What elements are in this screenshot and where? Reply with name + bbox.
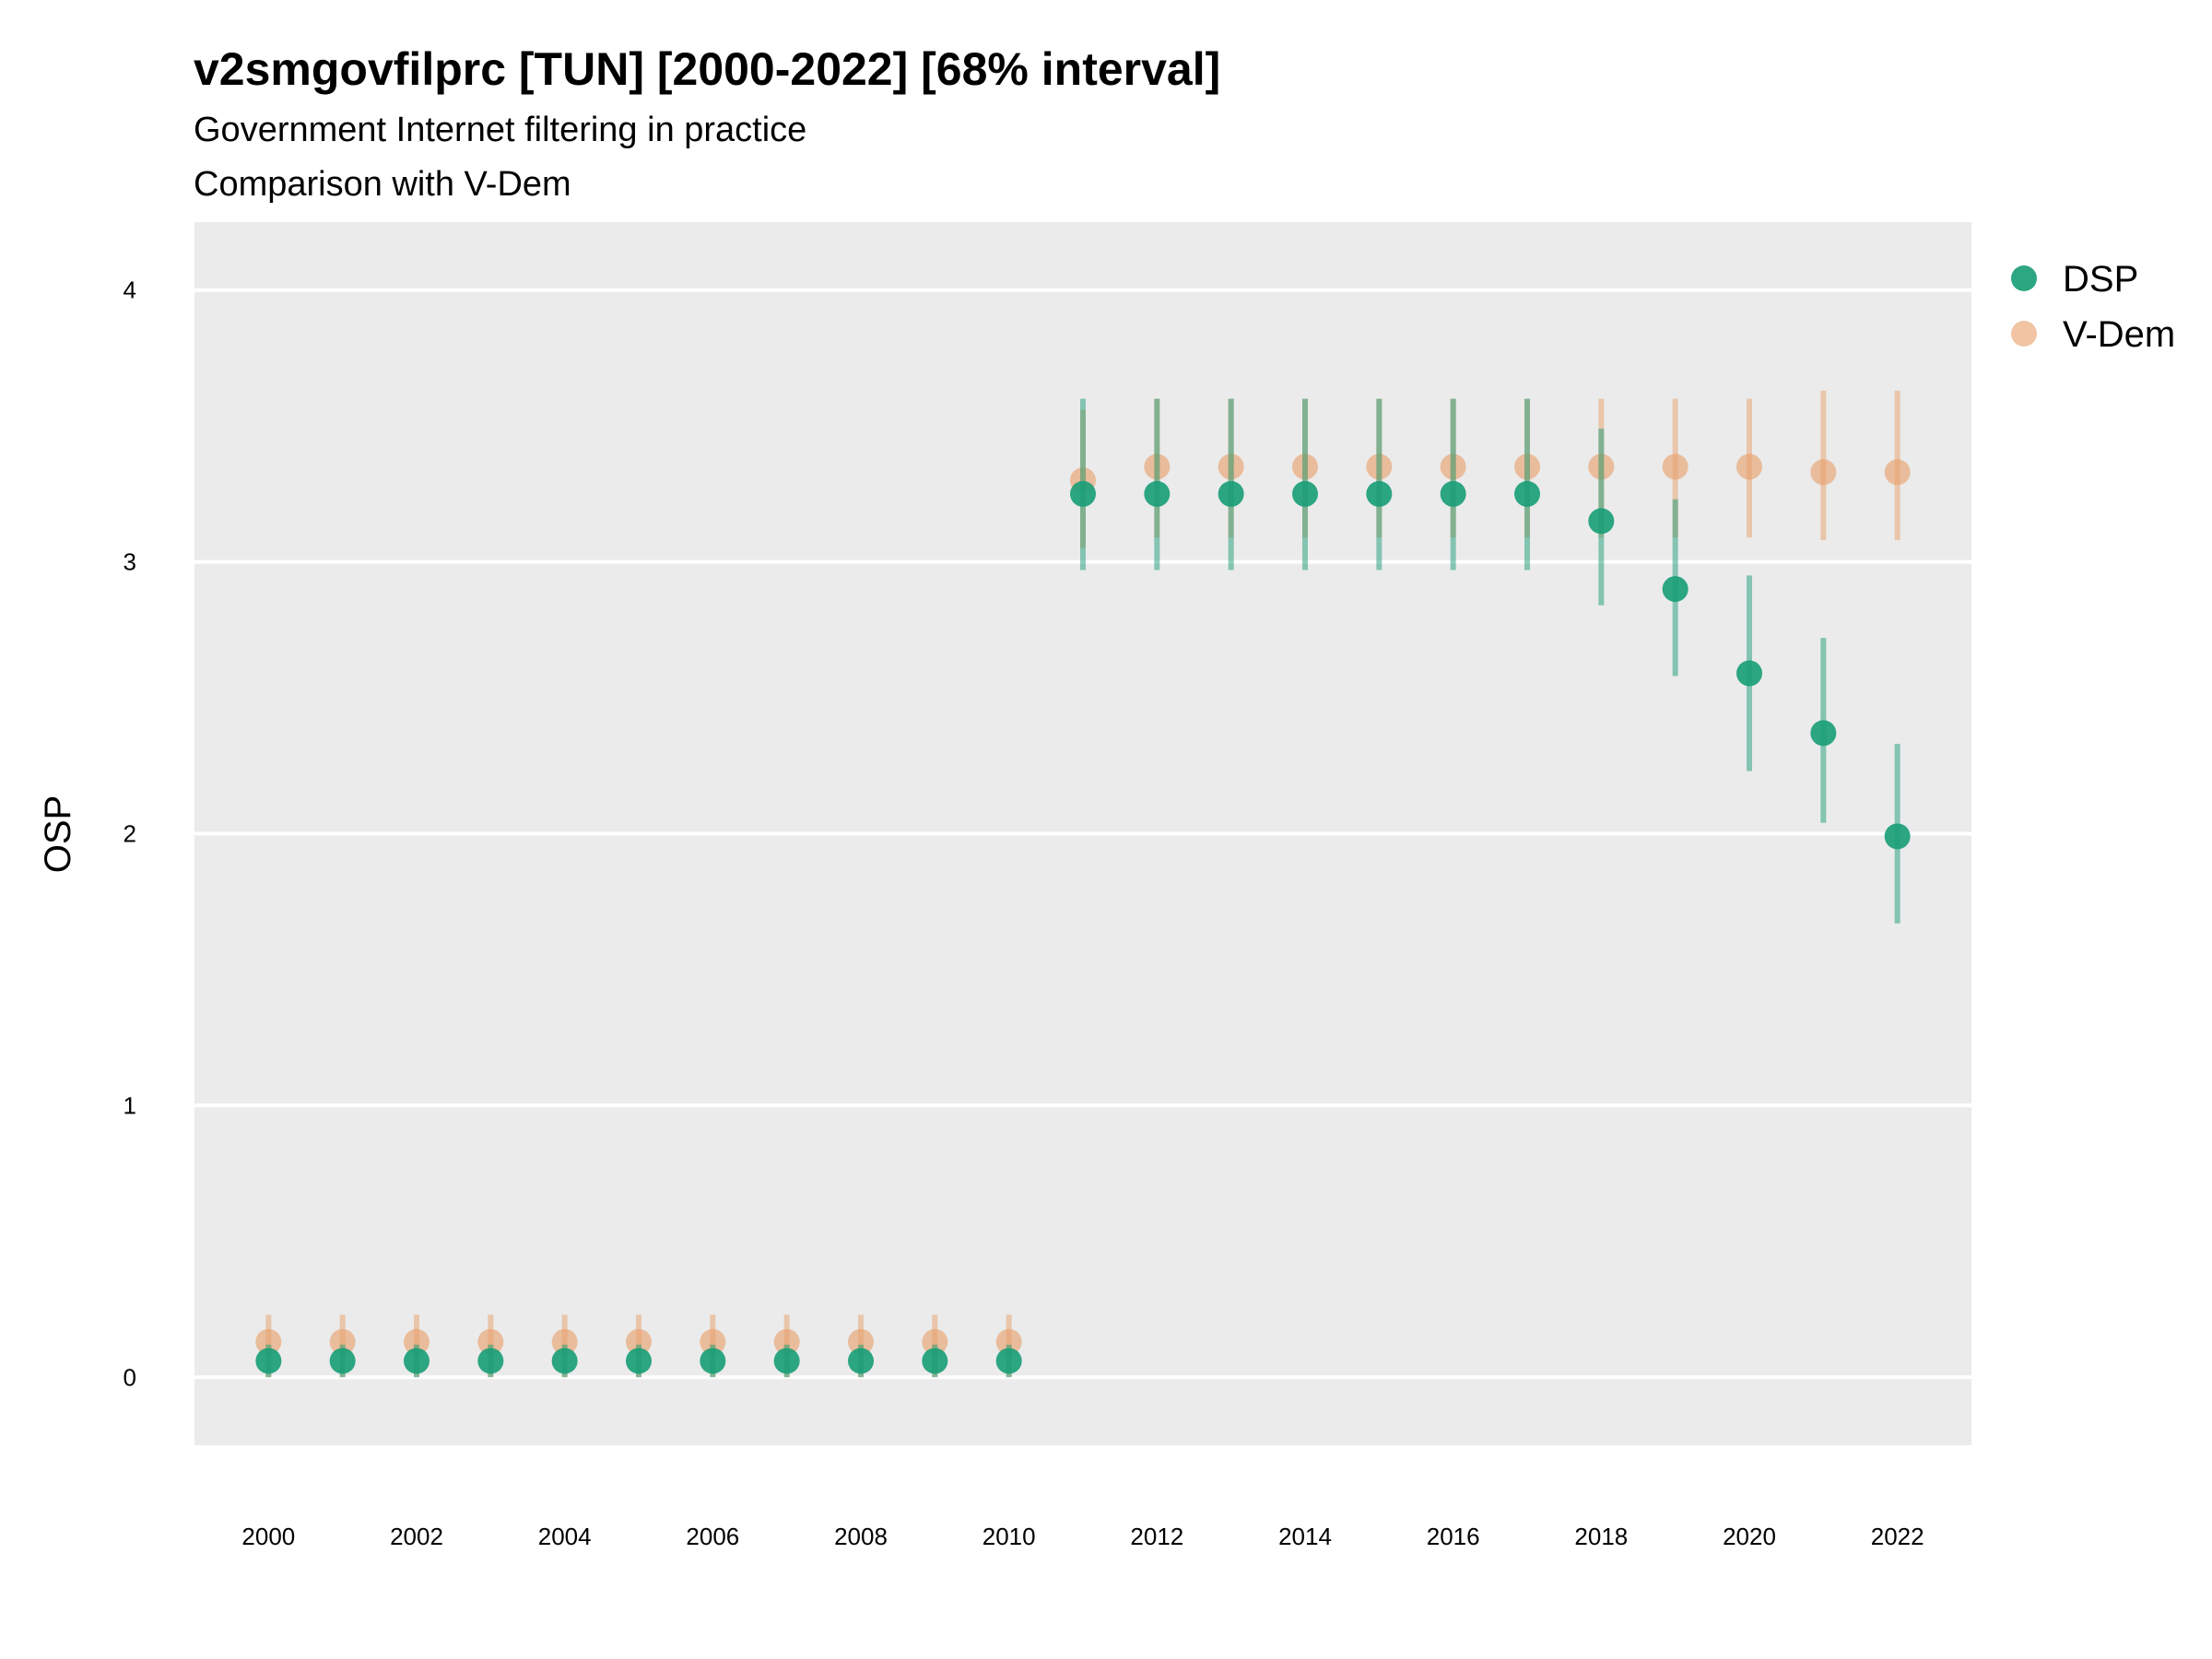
data-point xyxy=(1884,823,1911,850)
legend-label: DSP xyxy=(2063,259,2138,300)
data-point xyxy=(1144,480,1171,507)
y-axis-label: OSP xyxy=(38,795,78,873)
data-point xyxy=(551,1328,578,1355)
data-point xyxy=(995,1347,1022,1374)
x-tick-label: 2000 xyxy=(241,1523,295,1550)
data-point xyxy=(1218,480,1244,507)
legend-marker xyxy=(2011,321,2037,347)
x-axis-ticks: 2000 2002 2004 2006 2008 2010 2012 2014 2016 2018… xyxy=(241,1523,1924,1550)
legend-marker xyxy=(2011,265,2037,291)
y-tick-label: 4 xyxy=(124,276,136,304)
data-point xyxy=(477,1347,504,1374)
x-tick-label: 2020 xyxy=(1723,1523,1776,1550)
y-tick-label: 2 xyxy=(124,820,136,848)
y-tick-label: 3 xyxy=(124,548,136,576)
x-tick-label: 2008 xyxy=(834,1523,888,1550)
data-point xyxy=(848,1347,874,1374)
data-point xyxy=(1440,480,1466,507)
y-tick-label: 1 xyxy=(124,1091,136,1119)
data-point xyxy=(255,1347,282,1374)
data-point xyxy=(1662,576,1688,603)
data-point xyxy=(626,1328,652,1355)
x-tick-label: 2010 xyxy=(982,1523,1036,1550)
data-point xyxy=(1514,480,1540,507)
data-point xyxy=(1810,720,1837,747)
data-point xyxy=(551,1347,578,1374)
data-point xyxy=(255,1328,282,1355)
series-dsp xyxy=(255,398,1911,1378)
chart-title: v2smgovfilprc [TUN] [2000-2022] [68% int… xyxy=(194,43,1220,95)
data-point xyxy=(700,1347,726,1374)
x-tick-label: 2014 xyxy=(1278,1523,1332,1550)
y-axis-ticks: 0 1 2 3 4 xyxy=(124,276,136,1392)
data-point xyxy=(626,1347,652,1374)
data-point xyxy=(1366,480,1393,507)
chart-subtitle-line-2: Comparison with V-Dem xyxy=(194,165,571,204)
data-point xyxy=(848,1328,874,1355)
x-tick-label: 2016 xyxy=(1427,1523,1480,1550)
data-point xyxy=(477,1328,504,1355)
data-point xyxy=(922,1328,948,1355)
data-point xyxy=(329,1328,356,1355)
data-point xyxy=(329,1347,356,1374)
chart-subtitle-line-1: Government Internet filtering in practic… xyxy=(194,111,806,149)
x-tick-label: 2006 xyxy=(686,1523,739,1550)
x-tick-label: 2004 xyxy=(538,1523,592,1550)
data-point xyxy=(1810,459,1837,486)
data-point xyxy=(922,1347,948,1374)
legend: DSP V-Dem xyxy=(2011,259,2175,355)
x-tick-label: 2002 xyxy=(390,1523,443,1550)
data-point xyxy=(1070,480,1096,507)
data-point xyxy=(1736,660,1762,687)
data-point xyxy=(773,1328,800,1355)
y-tick-label: 0 xyxy=(124,1363,136,1391)
data-point xyxy=(700,1328,726,1355)
x-tick-label: 2022 xyxy=(1871,1523,1924,1550)
x-tick-label: 2018 xyxy=(1574,1523,1628,1550)
data-point xyxy=(1736,453,1762,480)
data-point xyxy=(1292,480,1318,507)
data-point xyxy=(404,1328,429,1355)
x-tick-label: 2012 xyxy=(1130,1523,1183,1550)
series-layer xyxy=(255,390,1911,1378)
data-point xyxy=(1662,453,1688,480)
data-point xyxy=(1588,508,1615,535)
legend-label: V-Dem xyxy=(2063,314,2175,355)
data-point xyxy=(1884,459,1911,486)
data-point xyxy=(995,1328,1022,1355)
data-point xyxy=(773,1347,800,1374)
data-point xyxy=(404,1347,429,1374)
